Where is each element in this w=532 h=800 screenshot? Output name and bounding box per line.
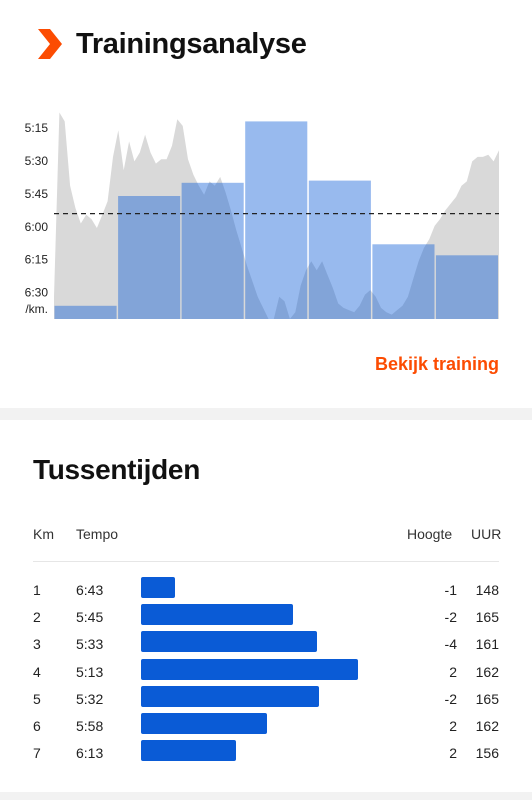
col-header-km: Km (33, 526, 54, 542)
split-row: 7 6:13 2 156 (0, 740, 532, 767)
y-tick-label: 5:15 (25, 121, 49, 135)
y-tick-label: 6:15 (25, 253, 49, 267)
split-pace-bar (141, 740, 237, 762)
split-km: 6 (33, 718, 41, 734)
split-pace: 5:45 (76, 609, 104, 626)
split-row: 4 5:13 2 162 (0, 658, 532, 686)
split-elevation: -2 (444, 609, 457, 626)
pace-bar-4 (245, 121, 308, 320)
split-pace: 5:32 (76, 690, 104, 707)
pace-chart: 5:15 5:30 5:45 6:00 6:15 6:30/km. (25, 112, 499, 320)
y-tick-label: 5:30 (25, 154, 49, 168)
split-pace-bar (141, 631, 318, 653)
split-km: 4 (33, 663, 41, 680)
pace-bar-2 (118, 196, 181, 319)
split-km: 7 (33, 745, 41, 762)
split-pace: 5:58 (76, 718, 104, 734)
split-heart-rate: 165 (475, 609, 499, 626)
split-heart-rate: 165 (475, 690, 499, 707)
split-pace-bar (141, 604, 293, 626)
split-row: 3 5:33 -4 161 (0, 631, 532, 658)
col-header-tempo: Tempo (76, 526, 119, 542)
chevron-right-icon (38, 29, 62, 59)
split-km: 1 (33, 582, 41, 598)
split-pace: 6:13 (76, 745, 104, 762)
split-heart-rate: 148 (475, 582, 499, 598)
split-heart-rate: 162 (475, 718, 499, 734)
y-tick-label: 6:30 (25, 286, 49, 300)
pace-bar-1 (54, 305, 117, 319)
split-heart-rate: 156 (475, 745, 499, 762)
split-heart-rate: 161 (475, 636, 499, 653)
split-pace: 6:43 (76, 582, 104, 598)
pace-bar-5 (308, 180, 371, 319)
split-elevation: -1 (444, 582, 457, 598)
split-elevation: -4 (444, 636, 457, 653)
split-elevation: -2 (444, 690, 457, 707)
split-heart-rate: 162 (475, 663, 499, 680)
splits-title: Tussentijden (33, 454, 201, 485)
pace-bar-7 (435, 255, 498, 319)
analysis-header: Trainingsanalyse (36, 24, 307, 64)
split-pace-bar (141, 713, 267, 734)
split-km: 2 (33, 609, 41, 626)
y-tick-label: 5:45 (25, 187, 49, 201)
header-divider (33, 561, 499, 562)
split-km: 3 (33, 636, 41, 653)
training-analysis-card: Trainingsanalyse 5:15 5:30 5:45 6:00 6:15 6:3… (0, 0, 532, 408)
split-pace-bar (141, 658, 358, 680)
split-elevation: 2 (449, 718, 457, 734)
split-elevation: 2 (449, 745, 457, 762)
split-row: 5 5:32 -2 165 (0, 685, 532, 713)
col-header-hr: UUR (471, 526, 502, 542)
split-row: 1 6:43 -1 148 (0, 577, 532, 604)
analysis-title: Trainingsanalyse (76, 27, 307, 60)
split-pace-bar (141, 577, 176, 598)
split-pace: 5:13 (76, 663, 104, 680)
pace-bar-6 (372, 244, 435, 319)
y-unit-label: /km. (25, 302, 48, 316)
split-pace: 5:33 (76, 636, 104, 653)
split-km: 5 (33, 690, 41, 707)
split-pace-bar (141, 685, 320, 707)
split-elevation: 2 (449, 663, 457, 680)
split-row: 6 5:58 2 162 (0, 713, 532, 740)
split-row: 2 5:45 -2 165 (0, 604, 532, 631)
elevation-area (54, 112, 499, 319)
y-tick-label: 6:00 (25, 220, 49, 234)
pace-bar-3 (181, 182, 244, 319)
view-training-link[interactable]: Bekijk training (374, 354, 499, 374)
col-header-elevation: Hoogte (407, 526, 453, 542)
